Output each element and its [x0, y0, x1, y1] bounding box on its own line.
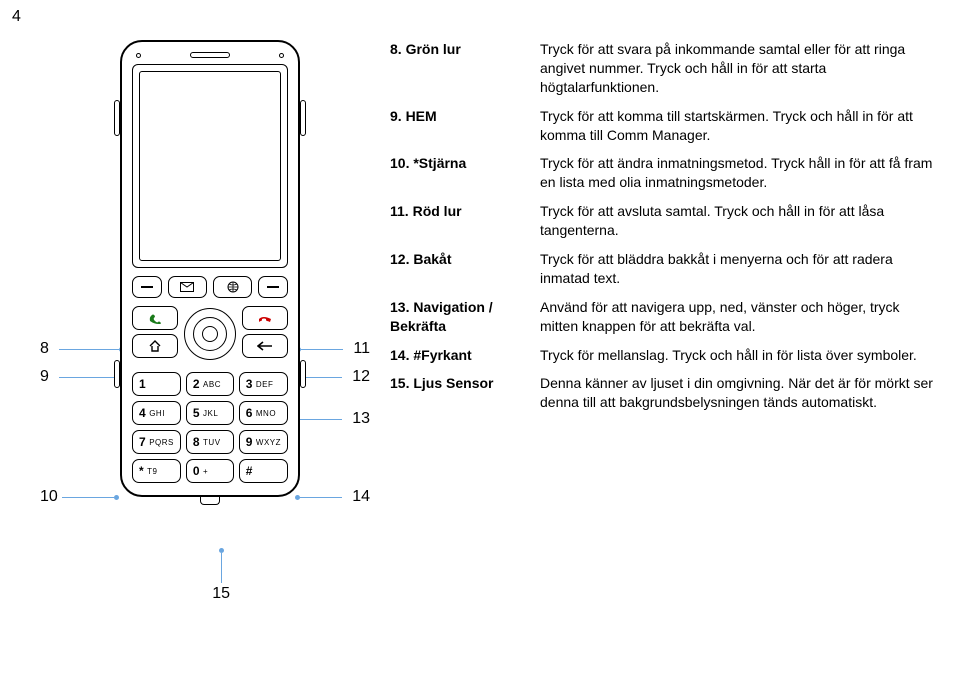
key-4: 4GHI	[132, 401, 181, 425]
callout-number: 15	[212, 585, 230, 603]
key-3: 3DEF	[239, 372, 288, 396]
entry-label: 9. HEM	[390, 107, 540, 145]
entry-label: 12. Bakåt	[390, 250, 540, 288]
screen	[139, 71, 281, 261]
messaging-key	[168, 276, 207, 298]
entry-description: Tryck för att avsluta samtal. Tryck och …	[540, 202, 940, 240]
key-6: 6MNO	[239, 401, 288, 425]
call-row	[132, 306, 288, 362]
softkey-right	[258, 276, 288, 298]
browser-key	[213, 276, 252, 298]
callout-15: 15	[212, 548, 230, 603]
keypad: 12ABC3DEF 4GHI5JKL6MNO 7PQRS8TUV9WXYZ *T90+…	[132, 372, 288, 483]
entry-label: 13. Navigation / Bekräfta	[390, 298, 540, 336]
key-2: 2ABC	[186, 372, 234, 396]
entry-label: 10. *Stjärna	[390, 154, 540, 192]
description-row: 8. Grön lurTryck för att svara på inkomm…	[390, 40, 940, 97]
dpad	[184, 306, 236, 362]
phone-body: 12ABC3DEF 4GHI5JKL6MNO 7PQRS8TUV9WXYZ *T90+…	[120, 40, 300, 497]
description-row: 12. BakåtTryck för att bläddra bakkåt i …	[390, 250, 940, 288]
description-row: 14. #FyrkantTryck för mellanslag. Tryck …	[390, 346, 940, 365]
entry-description: Använd för att navigera upp, ned, vänste…	[540, 298, 940, 336]
entry-description: Tryck för att komma till startskärmen. T…	[540, 107, 940, 145]
description-row: 13. Navigation / BekräftaAnvänd för att …	[390, 298, 940, 336]
entry-label: 11. Röd lur	[390, 202, 540, 240]
callout-9: 9	[40, 368, 124, 386]
entry-label: 15. Ljus Sensor	[390, 374, 540, 412]
entry-description: Tryck för att bläddra bakkåt i menyerna …	[540, 250, 940, 288]
home-key	[132, 334, 178, 358]
back-key	[242, 334, 288, 358]
page-number: 4	[12, 8, 21, 26]
entry-description: Denna känner av ljuset i din omgivning. …	[540, 374, 940, 412]
callout-number: 11	[353, 340, 370, 358]
description-list: 8. Grön lurTryck för att svara på inkomm…	[370, 40, 940, 677]
key-#: #	[239, 459, 288, 483]
green-call-key	[132, 306, 178, 330]
key-1: 1	[132, 372, 181, 396]
callout-14: 14	[295, 488, 370, 506]
key-7: 7PQRS	[132, 430, 181, 454]
callout-number: 14	[352, 488, 370, 506]
entry-label: 14. #Fyrkant	[390, 346, 540, 365]
callout-10: 10	[40, 488, 119, 506]
callout-12: 12	[295, 368, 370, 386]
key-8: 8TUV	[186, 430, 234, 454]
softkey-left	[132, 276, 162, 298]
phone-illustration: 12ABC3DEF 4GHI5JKL6MNO 7PQRS8TUV9WXYZ *T90+…	[120, 40, 300, 497]
callout-11: 11	[296, 340, 370, 358]
description-row: 11. Röd lurTryck för att avsluta samtal.…	[390, 202, 940, 240]
callout-number: 10	[40, 488, 58, 506]
screen-frame	[132, 64, 288, 268]
entry-description: Tryck för att ändra inmatningsmetod. Try…	[540, 154, 940, 192]
bottom-connector	[200, 497, 220, 505]
entry-label: 8. Grön lur	[390, 40, 540, 97]
entry-description: Tryck för att svara på inkommande samtal…	[540, 40, 940, 97]
side-button	[300, 360, 306, 388]
earpiece	[132, 50, 288, 64]
callout-number: 13	[352, 410, 370, 428]
softkey-row	[132, 276, 288, 298]
callout-number: 9	[40, 368, 49, 386]
entry-description: Tryck för mellanslag. Tryck och håll in …	[540, 346, 940, 365]
callout-number: 12	[352, 368, 370, 386]
red-end-key	[242, 306, 288, 330]
callout-8: 8	[40, 340, 124, 358]
diagram-column: 8 9 10 11 12 13 14	[40, 40, 370, 677]
description-row: 9. HEMTryck för att komma till startskär…	[390, 107, 940, 145]
key-0: 0+	[186, 459, 234, 483]
side-button	[300, 100, 306, 136]
key-5: 5JKL	[186, 401, 234, 425]
key-*: *T9	[132, 459, 181, 483]
description-row: 15. Ljus SensorDenna känner av ljuset i …	[390, 374, 940, 412]
key-9: 9WXYZ	[239, 430, 288, 454]
page-content: 8 9 10 11 12 13 14	[40, 40, 940, 677]
callout-number: 8	[40, 340, 49, 358]
description-row: 10. *StjärnaTryck för att ändra inmatnin…	[390, 154, 940, 192]
